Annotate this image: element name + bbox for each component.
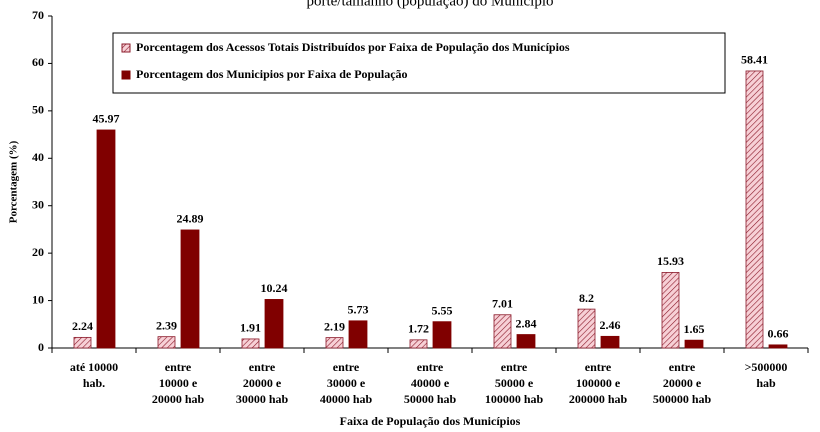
value-label: 2.84 [516,316,537,330]
x-tick-label: 20000 e [663,376,702,390]
bar [516,334,536,349]
bar [241,338,260,349]
x-tick-label: 20000 e [243,376,282,390]
bar [325,337,344,349]
value-label: 2.24 [72,319,93,333]
x-tick-label: 100000 e [576,376,621,390]
y-tick-label: 30 [32,197,44,211]
y-tick-label: 0 [38,340,44,354]
legend-label: Porcentagem dos Municipios por Faixa de … [136,67,408,81]
bar [661,272,680,349]
value-label: 7.01 [492,297,513,311]
bar [493,314,512,349]
x-tick-label: até 10000 [70,360,118,374]
y-tick-label: 50 [32,103,44,117]
bar [157,336,176,349]
value-label: 58.41 [741,53,768,67]
y-tick-label: 20 [32,245,44,259]
chart-title: porte/tamanho (população) do Município [306,0,553,9]
y-tick-label: 40 [32,150,44,164]
x-tick-label: hab. [83,376,105,390]
y-tick-label: 10 [32,292,44,306]
bar [180,229,200,349]
value-label: 0.66 [768,327,789,341]
value-label: 8.2 [579,291,594,305]
value-label: 5.73 [348,303,369,317]
x-tick-label: 500000 hab [653,392,712,406]
legend-label: Porcentagem dos Acessos Totais Distribuí… [136,40,570,54]
x-tick-label: entre [165,360,192,374]
x-tick-label: 200000 hab [569,392,628,406]
x-tick-label: entre [333,360,360,374]
value-label: 1.72 [408,322,429,336]
value-label: 2.46 [600,318,621,332]
value-label: 15.93 [657,254,684,268]
legend-swatch [121,70,131,80]
x-tick-label: 30000 hab [236,392,289,406]
value-label: 1.65 [684,322,705,336]
y-tick-label: 60 [32,55,44,69]
value-label: 10.24 [261,281,288,295]
bar [409,339,428,349]
bar [684,339,704,349]
bar [577,308,596,349]
x-tick-label: hab [756,376,776,390]
y-axis-title: Porcentagem (%) [8,140,20,223]
x-tick-label: 50000 e [495,376,534,390]
x-tick-label: 40000 hab [320,392,373,406]
x-tick-label: entre [417,360,444,374]
x-tick-label: entre [669,360,696,374]
value-label: 45.97 [93,112,120,126]
value-label: 24.89 [177,212,204,226]
legend-swatch [121,43,131,53]
bar [348,320,368,349]
y-tick-label: 70 [32,8,44,22]
bar [96,129,116,349]
value-label: 2.19 [324,319,345,333]
x-axis-title: Faixa de População dos Municípios [340,414,521,428]
x-tick-label: >500000 [745,360,788,374]
x-tick-label: 100000 hab [485,392,544,406]
x-tick-label: 10000 e [159,376,198,390]
legend-box [112,32,726,94]
bar [768,344,788,349]
bar [73,336,92,349]
value-label: 5.55 [432,303,453,317]
bar [745,70,764,349]
value-label: 2.39 [156,318,177,332]
x-tick-label: 40000 e [411,376,450,390]
value-label: 1.91 [240,321,261,335]
x-tick-label: 50000 hab [404,392,457,406]
bar [600,335,620,349]
x-tick-label: entre [249,360,276,374]
bar [264,299,284,349]
x-tick-label: 30000 e [327,376,366,390]
x-tick-label: 20000 hab [152,392,205,406]
bar [432,321,452,349]
x-tick-label: entre [585,360,612,374]
x-tick-label: entre [501,360,528,374]
